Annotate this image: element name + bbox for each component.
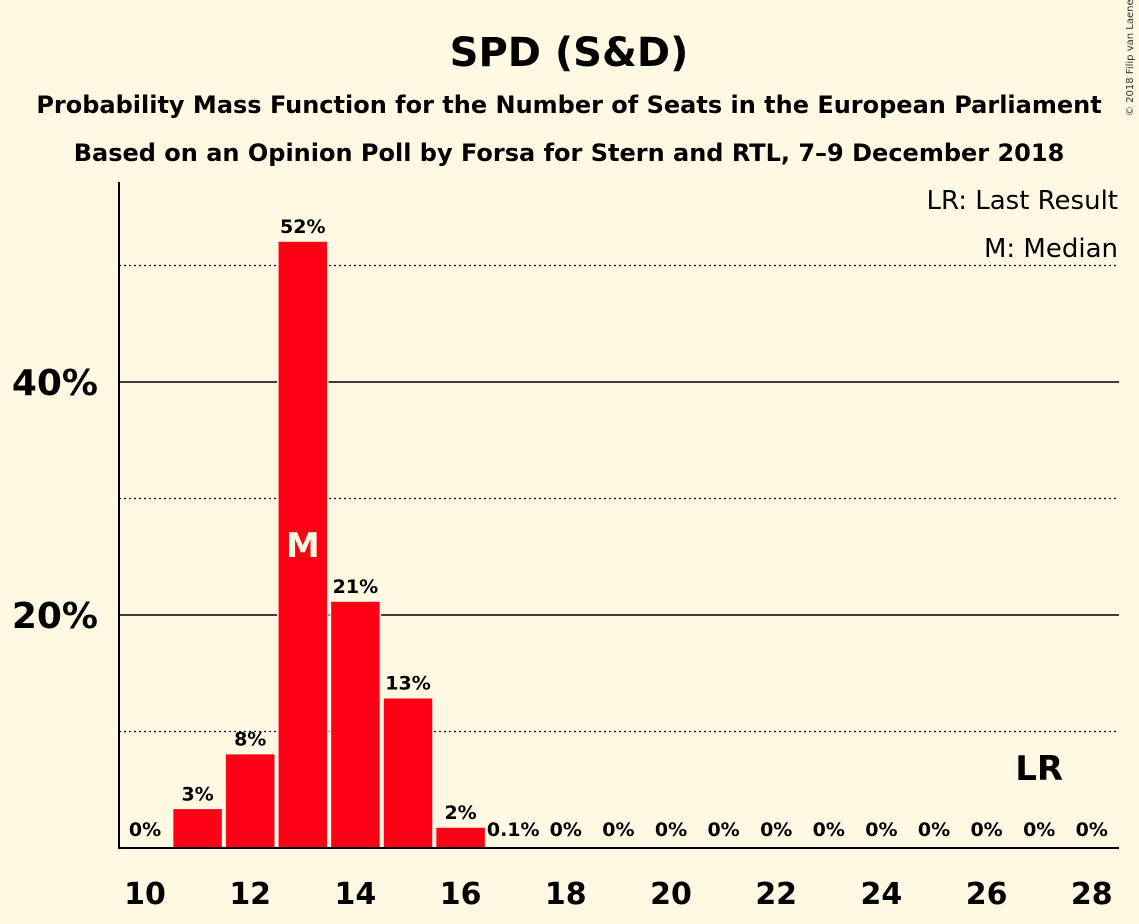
bar-seat-14 xyxy=(329,600,382,849)
x-tick-label: 10 xyxy=(124,877,166,912)
bar-value-label: 0% xyxy=(707,819,739,841)
x-tick-label: 20 xyxy=(650,877,692,912)
x-tick-label: 12 xyxy=(229,877,271,912)
x-tick-label: 22 xyxy=(755,877,797,912)
bar-value-label: 0% xyxy=(760,819,792,841)
x-tick-label: 16 xyxy=(440,877,482,912)
bar-value-label: 2% xyxy=(444,802,476,824)
y-axis-ticks: 20% 40% xyxy=(12,363,98,637)
bar-value-label: 0% xyxy=(1023,819,1055,841)
bar-seat-11 xyxy=(171,807,224,849)
bar-value-label: 0% xyxy=(1076,819,1108,841)
x-tick-label: 28 xyxy=(1071,877,1113,912)
bar-value-label: 21% xyxy=(333,576,378,598)
chart-subtitle-2: Based on an Opinion Poll by Forsa for St… xyxy=(74,139,1065,167)
bar-value-labels: 0% 3% 8% 52% 21% 13% 2% 0.1% 0% 0% 0% 0% 0% 0% 0% 0% 0% 0… xyxy=(129,216,1108,841)
last-result-marker: LR xyxy=(1015,749,1063,789)
legend-last-result: LR: Last Result xyxy=(926,186,1118,216)
bar-value-label: 8% xyxy=(234,729,266,751)
bar-value-label: 3% xyxy=(181,783,213,805)
bar-value-label: 0% xyxy=(129,819,161,841)
bar-value-label: 0% xyxy=(813,819,845,841)
y-tick-label: 40% xyxy=(12,363,98,404)
median-marker: M xyxy=(286,526,320,566)
x-tick-label: 24 xyxy=(861,877,903,912)
chart-title: SPD (S&D) xyxy=(450,30,689,76)
bars xyxy=(171,240,487,849)
bar-value-label: 0% xyxy=(550,819,582,841)
bar-value-label: 0% xyxy=(918,819,950,841)
copyright-notice: © 2018 Filip van Laenen xyxy=(1125,0,1136,116)
bar-seat-13 xyxy=(277,240,329,849)
legend-median: M: Median xyxy=(984,234,1118,264)
bar-value-label: 13% xyxy=(385,673,430,695)
bar-seat-15 xyxy=(382,696,434,849)
x-tick-label: 18 xyxy=(545,877,587,912)
markers: M LR xyxy=(286,526,1063,789)
bar-value-label: 0% xyxy=(865,819,897,841)
bar-seat-12 xyxy=(224,752,276,849)
chart-subtitle-1: Probability Mass Function for the Number… xyxy=(36,91,1101,119)
bar-value-label: 52% xyxy=(280,216,325,238)
x-tick-label: 14 xyxy=(335,877,377,912)
bar-value-label: 0% xyxy=(655,819,687,841)
bar-value-label: 0% xyxy=(970,819,1002,841)
bar-seat-16 xyxy=(434,826,487,849)
y-tick-label: 20% xyxy=(12,596,98,637)
x-axis-ticks: 10 12 14 16 18 20 22 24 26 28 xyxy=(124,877,1113,912)
bar-value-label: 0.1% xyxy=(487,819,540,841)
x-tick-label: 26 xyxy=(966,877,1008,912)
bar-value-label: 0% xyxy=(602,819,634,841)
